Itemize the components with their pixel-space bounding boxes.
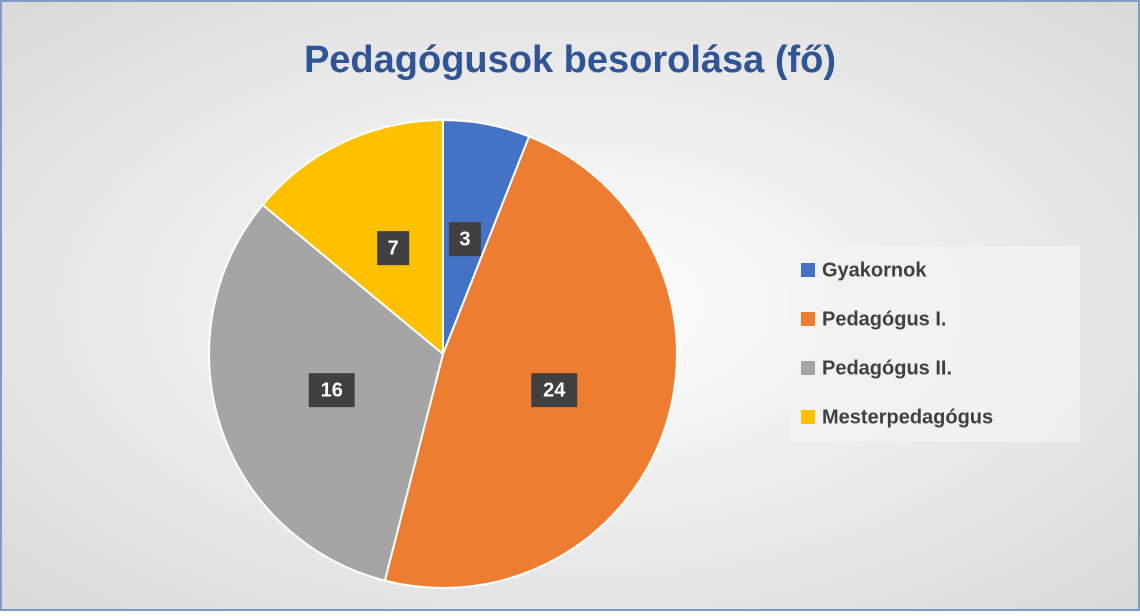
data-label-box — [531, 373, 578, 408]
legend-label: Gyakornok — [822, 259, 927, 281]
data-label-box — [308, 373, 355, 408]
data-label: 24 — [543, 379, 566, 401]
legend-swatch — [801, 361, 815, 375]
data-label-box — [448, 222, 481, 257]
data-label-box — [377, 231, 410, 266]
legend-swatch — [801, 312, 815, 326]
legend-swatch — [801, 263, 815, 277]
legend-label: Pedagógus I. — [822, 308, 946, 330]
data-label: 3 — [459, 228, 470, 250]
chart-title: Pedagógusok besorolása (fő) — [304, 39, 836, 81]
legend-swatch — [801, 410, 815, 424]
legend-label: Mesterpedagógus — [822, 406, 993, 428]
pie-slice — [383, 135, 678, 589]
legend-label: Pedagógus II. — [822, 357, 952, 379]
pie-slice — [261, 118, 444, 357]
data-label: 7 — [388, 237, 399, 259]
data-label: 16 — [321, 379, 343, 401]
legend-box — [790, 246, 1080, 442]
